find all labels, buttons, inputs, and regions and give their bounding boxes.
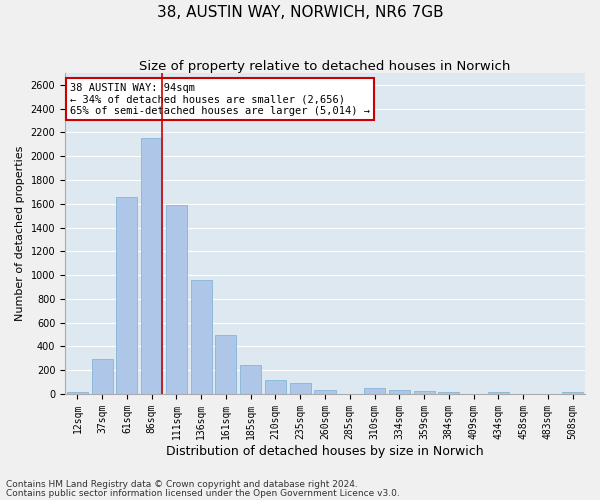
X-axis label: Distribution of detached houses by size in Norwich: Distribution of detached houses by size … — [166, 444, 484, 458]
Text: 38, AUSTIN WAY, NORWICH, NR6 7GB: 38, AUSTIN WAY, NORWICH, NR6 7GB — [157, 5, 443, 20]
Title: Size of property relative to detached houses in Norwich: Size of property relative to detached ho… — [139, 60, 511, 73]
Bar — [364, 388, 385, 394]
Bar — [215, 334, 236, 394]
Bar — [389, 390, 410, 394]
Text: Contains public sector information licensed under the Open Government Licence v3: Contains public sector information licen… — [6, 488, 400, 498]
Bar — [67, 392, 88, 394]
Bar — [488, 392, 509, 394]
Y-axis label: Number of detached properties: Number of detached properties — [15, 146, 25, 321]
Bar — [240, 365, 261, 394]
Bar — [413, 391, 434, 394]
Bar — [191, 280, 212, 394]
Bar — [116, 196, 137, 394]
Bar — [265, 380, 286, 394]
Bar — [314, 390, 335, 394]
Bar — [166, 205, 187, 394]
Bar — [562, 392, 583, 394]
Bar — [92, 360, 113, 394]
Bar — [438, 392, 460, 394]
Bar — [290, 382, 311, 394]
Bar — [141, 138, 162, 394]
Text: Contains HM Land Registry data © Crown copyright and database right 2024.: Contains HM Land Registry data © Crown c… — [6, 480, 358, 489]
Text: 38 AUSTIN WAY: 94sqm
← 34% of detached houses are smaller (2,656)
65% of semi-de: 38 AUSTIN WAY: 94sqm ← 34% of detached h… — [70, 82, 370, 116]
